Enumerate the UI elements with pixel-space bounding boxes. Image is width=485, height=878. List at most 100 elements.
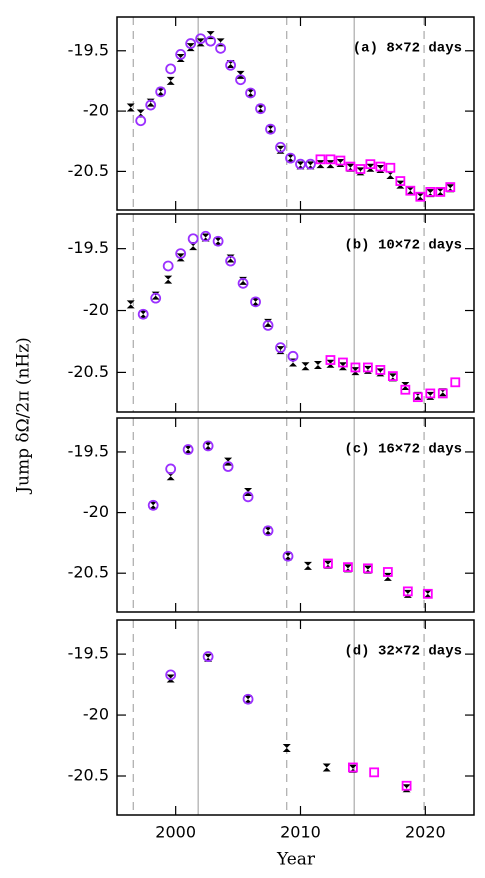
y-tick-label: -19.5 (68, 644, 109, 663)
data-point (275, 342, 286, 354)
x-tick-label: 2020 (405, 823, 446, 842)
data-point (264, 526, 273, 535)
data-point (376, 164, 385, 173)
data-point (255, 103, 266, 115)
plot-frame (116, 417, 475, 613)
data-point (275, 141, 286, 153)
data-point (285, 152, 296, 164)
data-point (236, 70, 245, 79)
data-point (355, 164, 366, 174)
data-point (205, 35, 217, 47)
panel-annotation: (b) 10×72 days (344, 238, 462, 254)
data-point (126, 300, 135, 309)
data-point (136, 109, 145, 118)
data-point (262, 319, 274, 331)
data-point (164, 275, 173, 284)
data-point (343, 562, 353, 573)
data-point (402, 784, 411, 793)
data-point (187, 233, 199, 245)
data-point (376, 368, 385, 377)
data-point (175, 248, 187, 260)
data-point (166, 674, 175, 683)
data-point (338, 357, 348, 368)
data-point (137, 308, 149, 320)
data-point (195, 33, 207, 45)
data-point (366, 163, 375, 172)
data-point (126, 103, 135, 112)
data-point (251, 297, 260, 306)
data-point (425, 187, 436, 197)
data-point (295, 158, 306, 170)
data-point (245, 87, 256, 99)
data-point (139, 310, 148, 319)
x-tick-label: 2000 (155, 823, 196, 842)
x-tick-label: 2010 (280, 823, 321, 842)
data-point (375, 161, 386, 172)
data-point (412, 392, 423, 403)
data-point (147, 499, 159, 511)
data-point (315, 154, 326, 165)
data-point (149, 501, 158, 510)
data-point (176, 253, 185, 262)
data-point (387, 371, 398, 382)
y-tick-label: -19.5 (68, 40, 109, 59)
data-point (242, 491, 254, 503)
data-point (326, 359, 335, 368)
panel: -19.5 -20 -20.5 (b) 10×72 days (68, 213, 475, 413)
data-point (416, 192, 425, 201)
y-tick-label: -19.5 (68, 238, 109, 257)
data-point (186, 43, 195, 52)
data-point (135, 115, 147, 127)
data-point (316, 160, 325, 169)
data-point (202, 440, 214, 452)
data-point (214, 237, 223, 246)
data-point (401, 382, 410, 391)
data-point (385, 162, 396, 173)
data-point (176, 54, 185, 63)
data-point (335, 155, 346, 166)
y-tick-label: -20 (83, 502, 109, 521)
data-point (162, 260, 174, 272)
data-point (326, 160, 335, 169)
data-point (402, 586, 413, 597)
y-tick-label: -20.5 (68, 362, 109, 381)
data-point (425, 388, 436, 399)
data-point (200, 230, 212, 242)
panel-annotation: (a) 8×72 days (353, 41, 462, 57)
data-point (184, 445, 193, 454)
data-point (222, 461, 234, 472)
data-point (363, 365, 372, 374)
data-point (350, 362, 361, 373)
data-point (165, 669, 177, 681)
y-tick-label: -20.5 (68, 161, 109, 180)
data-point (284, 552, 293, 561)
panel: -19.5 -20 -20.5 (a) 8×72 days (68, 16, 475, 211)
data-point (395, 176, 406, 186)
panel: -19.5 -20 -20.5 (c) 16×72 days (68, 417, 475, 613)
data-point (423, 589, 432, 598)
data-point (436, 187, 445, 196)
data-point (165, 463, 177, 475)
data-point (212, 235, 224, 247)
data-point (415, 191, 426, 202)
panel: -19.5 -20 -20.5 2000 2010 2020 (d) 32×72 days (68, 619, 475, 842)
data-point (345, 161, 356, 172)
data-point (362, 563, 373, 574)
panel-annotation: (c) 16×72 days (344, 442, 462, 458)
data-point (365, 159, 376, 170)
plot-frame (116, 619, 475, 816)
data-point (166, 76, 175, 85)
data-point (325, 154, 336, 165)
data-point (338, 362, 347, 371)
data-point (244, 487, 253, 496)
data-point (375, 365, 386, 375)
data-point (266, 125, 275, 134)
data-point (246, 88, 255, 97)
data-point (356, 167, 365, 176)
x-axis-label: Year (276, 850, 316, 870)
data-point (265, 123, 276, 135)
y-tick-label: -20 (83, 101, 109, 120)
data-point (189, 242, 198, 251)
data-point (313, 360, 322, 369)
